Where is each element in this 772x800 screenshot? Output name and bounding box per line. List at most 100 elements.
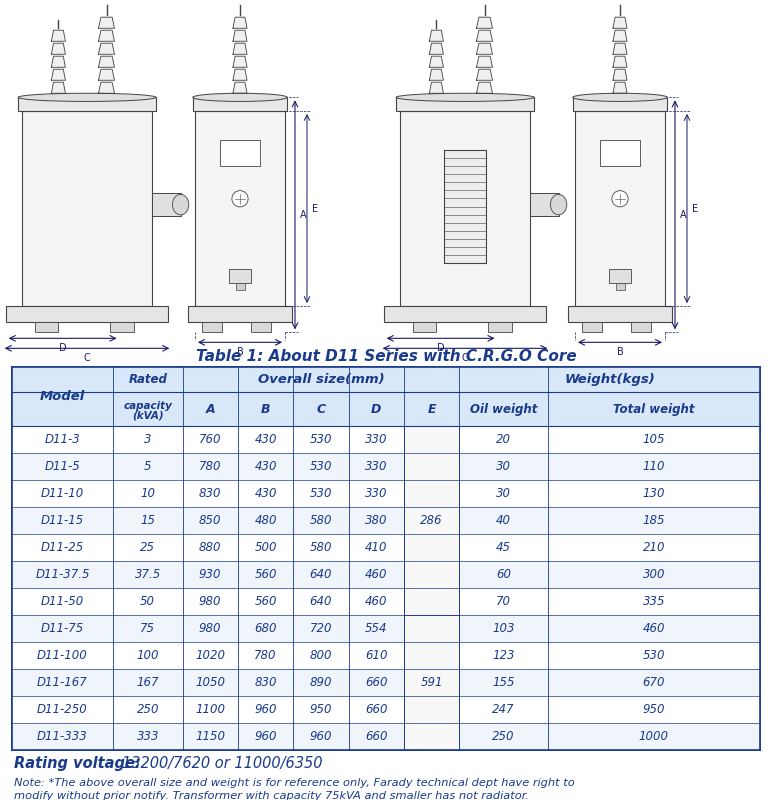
Text: Rated: Rated [128,373,168,386]
Polygon shape [476,56,493,67]
Text: 640: 640 [310,568,332,581]
Text: 800: 800 [310,649,332,662]
Text: 930: 930 [199,568,222,581]
Polygon shape [52,30,66,42]
Text: 40: 40 [496,514,511,527]
Bar [12,696,760,723]
Text: 640: 640 [310,595,332,608]
Text: 380: 380 [365,514,388,527]
Text: 167: 167 [137,676,159,689]
Bar [12,480,760,507]
Text: 330: 330 [365,460,388,474]
Text: B: B [237,347,243,358]
Bar [35,322,59,332]
Text: 430: 430 [254,460,277,474]
Bar [413,322,436,332]
Text: 20: 20 [496,434,511,446]
Polygon shape [476,18,493,28]
Text: 45: 45 [496,542,511,554]
Text: D11-50: D11-50 [41,595,84,608]
Bar [12,723,760,750]
Polygon shape [99,30,114,42]
Text: 890: 890 [310,676,332,689]
Text: 960: 960 [254,730,277,743]
Text: 1000: 1000 [638,730,669,743]
Text: D11-37.5: D11-37.5 [36,568,90,581]
Text: 3: 3 [144,434,151,446]
Text: 950: 950 [642,703,665,716]
Text: 330: 330 [365,487,388,500]
Text: 530: 530 [310,460,332,474]
Text: D11-100: D11-100 [37,649,88,662]
Ellipse shape [396,94,534,102]
Text: 210: 210 [642,542,665,554]
Bar [188,306,292,322]
Text: Table 1: About D11 Series with C.R.G.O Core: Table 1: About D11 Series with C.R.G.O C… [195,349,577,364]
Text: 333: 333 [137,730,159,743]
Text: 560: 560 [254,595,277,608]
Bar [12,426,760,454]
Bar [251,322,271,332]
Text: 780: 780 [199,460,222,474]
Text: 100: 100 [137,649,159,662]
Text: A: A [300,210,306,220]
Text: 60: 60 [496,568,511,581]
Text: D11-3: D11-3 [45,434,80,446]
Text: 760: 760 [199,434,222,446]
Bar [400,111,530,306]
Text: 460: 460 [642,622,665,635]
Bar [220,140,260,166]
Text: 1100: 1100 [195,703,225,716]
Text: 530: 530 [310,487,332,500]
Text: 155: 155 [493,676,515,689]
Ellipse shape [550,194,567,215]
Polygon shape [233,43,247,54]
Text: 460: 460 [365,595,388,608]
Polygon shape [429,30,443,42]
Text: 780: 780 [254,649,277,662]
Text: 500: 500 [254,542,277,554]
Text: 660: 660 [365,703,388,716]
Text: (kVA): (kVA) [132,410,164,420]
Text: 670: 670 [642,676,665,689]
Text: A: A [680,210,686,220]
Polygon shape [613,56,627,67]
Text: Oil weight: Oil weight [469,402,537,416]
Bar [22,111,152,306]
Text: C: C [83,354,90,363]
Bar [404,426,459,615]
Polygon shape [52,82,66,94]
Bar [530,193,559,216]
Bar [609,269,631,282]
Polygon shape [613,43,627,54]
Text: 610: 610 [365,649,388,662]
Polygon shape [99,43,114,54]
Text: 980: 980 [199,595,222,608]
Text: C: C [462,354,469,363]
Text: 460: 460 [365,568,388,581]
Polygon shape [52,56,66,67]
Text: C: C [317,402,326,416]
Bar [575,111,665,306]
Bar [12,367,760,750]
Text: 185: 185 [642,514,665,527]
Text: 30: 30 [496,460,511,474]
Text: 37.5: 37.5 [134,568,161,581]
Text: D: D [437,343,445,354]
Bar [229,269,251,282]
Text: modify without prior notify. Transformer with capacity 75kVA and smaller has not: modify without prior notify. Transformer… [14,791,529,800]
Polygon shape [233,70,247,80]
Text: Rating voltage:: Rating voltage: [14,757,141,771]
Text: 30: 30 [496,487,511,500]
Bar [615,282,625,290]
Text: 123: 123 [493,649,515,662]
Polygon shape [613,18,627,28]
Text: 430: 430 [254,487,277,500]
Text: 130: 130 [642,487,665,500]
Text: 430: 430 [254,434,277,446]
Text: B: B [261,402,270,416]
Circle shape [612,190,628,207]
Bar [12,588,760,615]
Text: 660: 660 [365,676,388,689]
Text: 110: 110 [642,460,665,474]
